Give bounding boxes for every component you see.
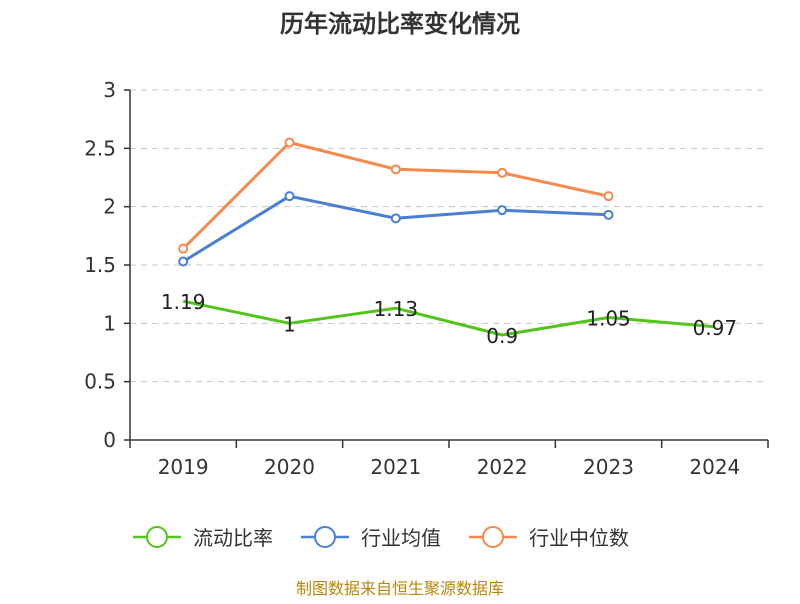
x-tick-label: 2023 (583, 455, 634, 479)
legend-label: 流动比率 (193, 526, 273, 550)
data-label: 1.05 (586, 307, 631, 331)
data-point (178, 256, 189, 267)
data-point (603, 191, 614, 202)
legend-label: 行业中位数 (529, 526, 629, 550)
legend-item-0: 流动比率 (133, 526, 273, 550)
legend-label: 行业均值 (361, 526, 441, 550)
data-point (284, 137, 295, 148)
series-line-1 (182, 194, 609, 263)
data-point (603, 209, 614, 220)
data-point (390, 213, 401, 224)
data-point (390, 164, 401, 175)
data-label: 0.9 (486, 324, 518, 348)
y-tick-label: 1.5 (84, 253, 116, 277)
legend-marker (314, 526, 336, 548)
data-labels: 1.19 1 1.13 0.9 1.05 0.97 (161, 290, 737, 348)
legend-marker (482, 526, 504, 548)
series-line-0 (182, 299, 715, 337)
data-point (497, 205, 508, 216)
series-lines (178, 137, 715, 337)
axes: 0 0.5 1 1.5 2 2.5 3 2019 2020 2021 2022 2023 2024 (84, 78, 769, 479)
x-tick-label: 2022 (477, 455, 528, 479)
data-label: 1.13 (374, 297, 419, 321)
legend-marker (146, 526, 168, 548)
legend-item-1: 行业均值 (301, 526, 441, 550)
source-note: 制图数据来自恒生聚源数据库 (296, 579, 504, 598)
data-label: 1.19 (161, 290, 206, 314)
y-tick-label: 2 (103, 195, 116, 219)
x-tick-label: 2024 (689, 455, 740, 479)
legend-item-2: 行业中位数 (469, 526, 629, 550)
x-tick-label: 2019 (158, 455, 209, 479)
x-tick-label: 2021 (370, 455, 421, 479)
legend: 流动比率 行业均值 行业中位数 (133, 526, 629, 550)
y-tick-label: 1 (103, 311, 116, 335)
data-point (497, 167, 508, 178)
data-point (284, 191, 295, 202)
data-label: 0.97 (693, 316, 738, 340)
chart-title: 历年流动比率变化情况 (280, 10, 520, 38)
y-tick-label: 2.5 (84, 136, 116, 160)
x-tick-label: 2020 (264, 455, 315, 479)
y-tick-label: 0 (103, 428, 116, 452)
data-point (178, 243, 189, 254)
y-tick-label: 0.5 (84, 370, 116, 394)
series-line-2 (182, 141, 609, 250)
y-tick-label: 3 (103, 78, 116, 102)
data-label: 1 (283, 312, 296, 336)
